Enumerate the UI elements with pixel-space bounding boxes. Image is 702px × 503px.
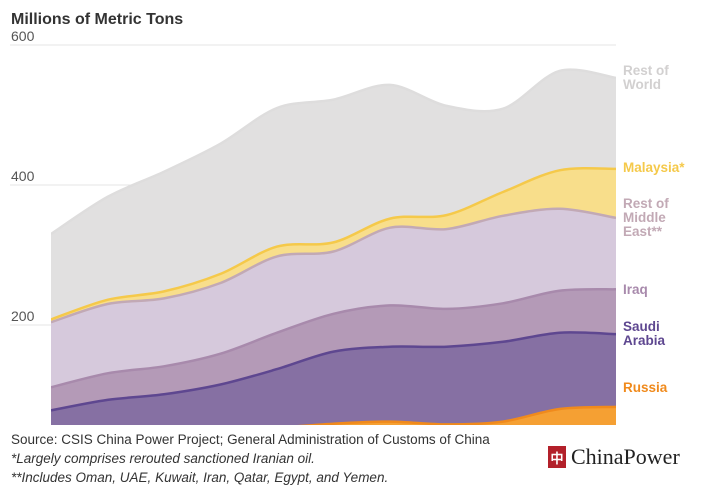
stacked-areas bbox=[51, 68, 616, 425]
chinapower-logo-icon: 中 bbox=[548, 446, 566, 468]
line-iraq bbox=[51, 288, 616, 389]
footnote-malaysia: *Largely comprises rerouted sanctioned I… bbox=[11, 451, 315, 466]
brand-name: ChinaPower bbox=[571, 444, 680, 469]
line-rest-of-middle-east bbox=[51, 207, 616, 324]
area-malaysia bbox=[51, 168, 616, 323]
area-saudi-arabia bbox=[51, 332, 616, 425]
line-russia bbox=[297, 405, 616, 425]
series-label-line: Saudi bbox=[623, 319, 660, 334]
series-label-rest-of-world: Rest of World bbox=[623, 63, 669, 92]
area-russia bbox=[313, 406, 616, 425]
series-label-line: Iraq bbox=[623, 282, 648, 297]
series-label-line: East** bbox=[623, 224, 663, 239]
y-tick-label-600: 600 bbox=[11, 28, 35, 44]
line-saudi-arabia bbox=[51, 331, 616, 412]
series-label-line: Arabia bbox=[623, 333, 666, 348]
series-label-line: Middle bbox=[623, 210, 666, 225]
chart-title: Millions of Metric Tons bbox=[11, 11, 184, 28]
series-label-line: Rest of bbox=[623, 196, 669, 211]
series-label-rest-of-middle-east: Rest of Middle East** bbox=[623, 196, 669, 239]
footnote-middle-east: **Includes Oman, UAE, Kuwait, Iran, Qata… bbox=[11, 470, 389, 485]
series-label-iraq: Iraq bbox=[623, 282, 648, 297]
series-label-russia: Russia bbox=[623, 380, 668, 395]
series-label-malaysia: Malaysia* bbox=[623, 160, 685, 175]
source-line: Source: CSIS China Power Project; Genera… bbox=[11, 432, 490, 447]
area-rest-of-world bbox=[51, 69, 616, 320]
chinapower-logo[interactable]: 中 ChinaPower bbox=[548, 444, 680, 470]
series-label-line: Malaysia* bbox=[623, 160, 685, 175]
y-tick-label-400: 400 bbox=[11, 168, 35, 184]
series-label-line: Rest of bbox=[623, 63, 669, 78]
area-iraq bbox=[51, 289, 616, 411]
series-label-line: Russia bbox=[623, 380, 668, 395]
area-rest-of-middle-east bbox=[51, 208, 616, 388]
line-malaysia bbox=[51, 167, 616, 321]
y-tick-label-200: 200 bbox=[11, 308, 35, 324]
series-label-line: World bbox=[623, 77, 661, 92]
series-label-saudi-arabia: Saudi Arabia bbox=[623, 319, 666, 348]
line-rest-of-world bbox=[51, 68, 616, 236]
